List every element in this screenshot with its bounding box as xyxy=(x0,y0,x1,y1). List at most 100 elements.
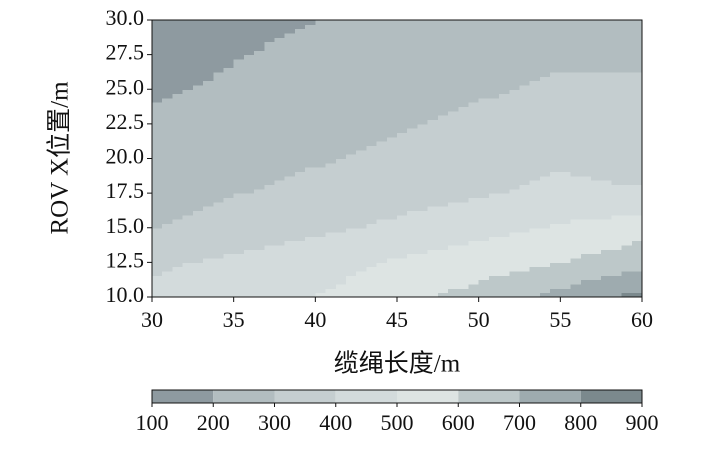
contour-cell xyxy=(437,262,449,268)
contour-cell xyxy=(386,58,398,64)
contour-cell xyxy=(325,236,337,242)
contour-cell xyxy=(284,63,296,69)
contour-cell xyxy=(601,71,612,77)
contour-cell xyxy=(529,97,541,103)
contour-cell xyxy=(509,136,520,142)
contour-cell xyxy=(376,24,388,30)
contour-cell xyxy=(294,102,306,108)
contour-cell xyxy=(601,262,612,268)
contour-cell xyxy=(192,249,204,255)
contour-cell xyxy=(264,136,275,142)
contour-cell xyxy=(325,288,337,294)
contour-cell xyxy=(397,63,408,69)
contour-cell xyxy=(478,115,490,121)
x-axis-label: 缆绳长度/m xyxy=(334,350,461,378)
contour-cell xyxy=(182,232,194,237)
contour-cell xyxy=(539,54,551,60)
contour-cell xyxy=(560,227,572,233)
contour-cell xyxy=(172,106,184,112)
contour-cell xyxy=(376,227,388,233)
contour-cell xyxy=(488,167,500,172)
contour-cell xyxy=(284,167,296,172)
contour-cell xyxy=(254,275,265,281)
contour-cell xyxy=(294,115,306,121)
contour-cell xyxy=(152,84,163,90)
contour-cell xyxy=(172,214,184,220)
contour-cell xyxy=(203,136,214,142)
contour-cell xyxy=(152,201,163,207)
contour-cell xyxy=(284,271,296,276)
contour-cell xyxy=(519,45,531,51)
contour-cell xyxy=(580,219,592,224)
contour-cell xyxy=(243,119,255,125)
contour-cell xyxy=(172,28,184,34)
contour-cell xyxy=(427,54,439,60)
contour-cell xyxy=(335,20,347,25)
contour-cell xyxy=(213,84,224,90)
contour-cell xyxy=(152,262,163,268)
contour-cell xyxy=(325,54,337,60)
contour-cell xyxy=(539,24,551,30)
contour-cell xyxy=(294,20,306,25)
contour-cell xyxy=(407,20,418,25)
contour-cell xyxy=(182,288,194,294)
contour-cell xyxy=(407,45,418,51)
contour-cell xyxy=(407,128,418,134)
contour-cell xyxy=(519,219,531,224)
contour-cell xyxy=(519,262,531,268)
contour-cell xyxy=(213,288,224,294)
contour-cell xyxy=(621,154,633,159)
contour-cell xyxy=(315,154,327,159)
contour-cell xyxy=(529,58,541,64)
contour-cell xyxy=(213,197,224,203)
contour-cell xyxy=(243,54,255,60)
contour-cell xyxy=(529,93,541,99)
contour-cell xyxy=(550,249,561,255)
contour-cell xyxy=(509,54,520,60)
contour-cell xyxy=(254,145,265,151)
contour-cell xyxy=(427,106,439,112)
contour-cell xyxy=(509,20,520,25)
contour-cell xyxy=(162,28,173,34)
contour-cell xyxy=(478,158,490,164)
contour-cell xyxy=(611,28,623,34)
contour-cell xyxy=(407,258,418,263)
contour-cell xyxy=(550,201,561,207)
contour-cell xyxy=(335,214,347,220)
contour-cell xyxy=(192,271,204,276)
contour-cell xyxy=(560,210,572,216)
contour-cell xyxy=(233,284,245,289)
contour-cell xyxy=(478,141,490,147)
contour-cell xyxy=(580,32,592,38)
contour-cell xyxy=(243,258,255,263)
contour-cell xyxy=(192,80,204,86)
contour-cell xyxy=(427,37,439,43)
contour-cell xyxy=(192,20,204,25)
contour-cell xyxy=(397,245,408,250)
contour-cell xyxy=(233,262,245,268)
contour-cell xyxy=(499,97,510,103)
contour-cell xyxy=(254,180,265,185)
contour-cell xyxy=(325,206,337,211)
contour-cell xyxy=(488,162,500,168)
contour-cell xyxy=(621,262,633,268)
contour-cell xyxy=(397,132,408,138)
contour-cell xyxy=(345,292,357,298)
contour-cell xyxy=(458,128,469,134)
contour-cell xyxy=(325,106,337,112)
contour-cell xyxy=(264,271,275,276)
contour-cell xyxy=(397,58,408,64)
contour-cell xyxy=(631,158,643,164)
contour-cell xyxy=(233,214,245,220)
contour-cell xyxy=(213,80,224,86)
contour-cell xyxy=(417,271,429,276)
contour-cell xyxy=(570,58,582,64)
contour-cell xyxy=(601,288,612,294)
contour-cell xyxy=(203,197,214,203)
contour-cell xyxy=(488,175,500,181)
contour-cell xyxy=(631,227,643,233)
contour-cell xyxy=(590,219,602,224)
contour-cell xyxy=(621,227,633,233)
contour-cell xyxy=(621,180,633,185)
contour-cell xyxy=(560,284,572,289)
